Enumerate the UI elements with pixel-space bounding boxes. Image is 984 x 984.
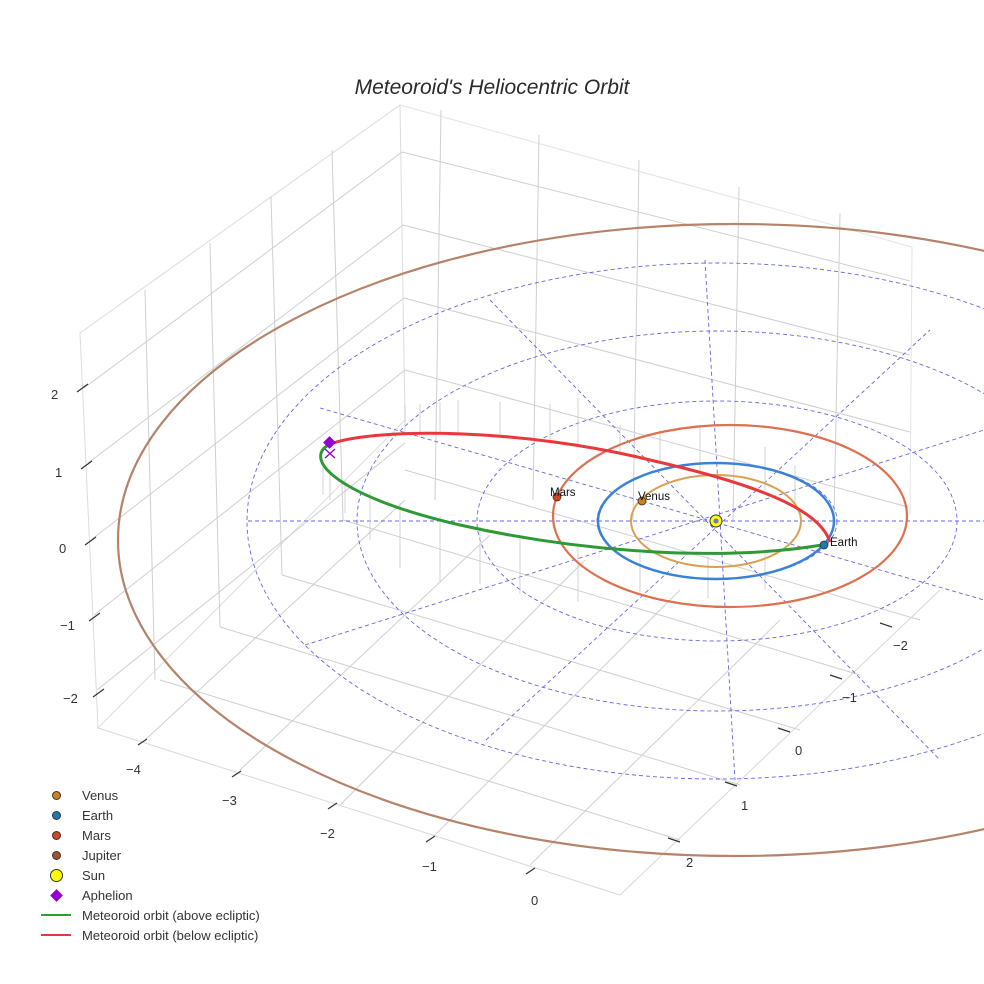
ecliptic-reference-grid (246, 259, 984, 781)
y-tick-0: 0 (795, 743, 802, 758)
legend-item-orbit-above[interactable]: Meteoroid orbit (above ecliptic) (36, 905, 260, 925)
earth-orbit (596, 461, 836, 581)
jupiter-orbit (117, 222, 984, 858)
z-tick-2: 2 (51, 387, 58, 402)
legend-item-orbit-below[interactable]: Meteoroid orbit (below ecliptic) (36, 925, 260, 945)
z-tick-0: 0 (59, 541, 66, 556)
x-tick-neg3: −3 (222, 793, 237, 808)
y-tick-neg1: −1 (842, 690, 857, 705)
mars-dot-icon (51, 830, 61, 840)
x-tick-neg4: −4 (126, 762, 141, 777)
earth-marker[interactable] (819, 540, 829, 550)
x-tick-neg2: −2 (320, 826, 335, 841)
legend-item-sun[interactable]: Sun (36, 865, 260, 885)
x-axis (137, 738, 536, 875)
z-tick-neg2: −2 (63, 691, 78, 706)
legend-item-jupiter[interactable]: Jupiter (36, 845, 260, 865)
red-line-icon (41, 934, 71, 936)
chart-title: Meteoroid's Heliocentric Orbit (354, 76, 630, 99)
z-axis (76, 383, 105, 698)
mars-orbit (551, 423, 909, 609)
jupiter-dot-icon (51, 850, 61, 860)
x-tick-0: 0 (531, 893, 538, 908)
y-axis (667, 622, 893, 843)
venus-orbit (630, 474, 802, 568)
z-tick-neg1: −1 (60, 618, 75, 633)
grid-box (79, 104, 941, 896)
legend-item-aphelion[interactable]: Aphelion (36, 885, 260, 905)
mars-label: Mars (550, 487, 576, 499)
legend-item-mars[interactable]: Mars (36, 825, 260, 845)
venus-dot-icon (51, 790, 61, 800)
diamond-icon (49, 888, 63, 902)
y-tick-neg2: −2 (893, 638, 908, 653)
legend-item-venus[interactable]: Venus (36, 785, 260, 805)
meteoroid-orbit-above-ecliptic (319, 441, 823, 555)
venus-label: Venus (638, 491, 670, 503)
venus-marker[interactable] (637, 496, 647, 506)
earth-dot-icon (51, 810, 61, 820)
mars-marker[interactable] (552, 492, 562, 502)
legend: Venus Earth Mars Jupiter Sun Aphelion Me… (36, 785, 260, 945)
legend-item-earth[interactable]: Earth (36, 805, 260, 825)
green-line-icon (41, 914, 71, 916)
y-tick-1: 1 (741, 798, 748, 813)
x-tick-neg1: −1 (422, 859, 437, 874)
aphelion-marker[interactable] (323, 436, 336, 459)
earth-label: Earth (830, 537, 858, 549)
sun-marker[interactable] (709, 514, 723, 528)
z-tick-1: 1 (55, 465, 62, 480)
sun-dot-icon (49, 868, 63, 882)
meteoroid-orbit-below-ecliptic (332, 431, 832, 543)
y-tick-2: 2 (686, 855, 693, 870)
